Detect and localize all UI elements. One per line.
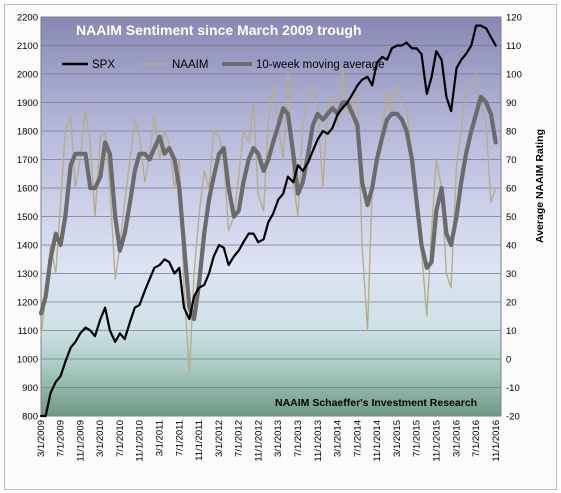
y-left-tick-label: 1400	[17, 241, 38, 252]
x-tick-label: 11/1/2013	[313, 420, 324, 462]
x-tick-label: 3/1/2012	[214, 420, 225, 457]
y-right-tick-label: 60	[506, 184, 517, 195]
y-right-tick-label: 40	[506, 241, 517, 252]
x-tick-label: 3/1/2014	[333, 420, 344, 457]
y-right-tick-label: 20	[506, 298, 517, 309]
y-left-tick-label: 1200	[17, 298, 38, 309]
x-tick-label: 7/1/2010	[115, 420, 126, 457]
x-tick-label: 7/1/2016	[471, 420, 482, 457]
y-right-tick-label: 110	[506, 41, 521, 52]
y-right-tick-label: 120	[506, 13, 522, 24]
y-right-tick-label: -20	[506, 412, 520, 423]
y-left-tick-label: 1800	[17, 127, 38, 138]
y-left-tick-label: 1100	[18, 326, 38, 337]
y-left-tick-label: 2200	[17, 13, 38, 24]
series-layer	[38, 24, 498, 418]
x-tick-label: 3/1/2011	[155, 420, 166, 456]
y-left-tick-label: 1500	[17, 212, 38, 223]
y-left-tick-label: 1300	[17, 269, 38, 280]
y-left-tick-label: 1700	[17, 155, 38, 166]
x-tick-label: 11/1/2011	[194, 420, 205, 461]
y-left-tick-label: 2000	[17, 70, 38, 81]
x-tick-label: 3/1/2009	[36, 420, 47, 457]
x-tick-label: 11/1/2015	[432, 420, 443, 462]
legend-label-ma: 10-week moving average	[256, 59, 385, 71]
source-credit: NAAIM Schaeffer's Investment Research	[275, 397, 477, 409]
legend-label-spx: SPX	[92, 59, 115, 71]
y-right-tick-label: -10	[506, 383, 520, 394]
series-spx	[39, 24, 497, 418]
x-tick-label: 3/1/2016	[451, 420, 462, 457]
y-left-tick-label: 1900	[17, 98, 38, 109]
y-right-tick-label: 30	[506, 269, 517, 280]
legend-label-naaim: NAAIM	[172, 59, 208, 71]
y-right-tick-label: 70	[506, 155, 517, 166]
y-right-tick-label: 80	[506, 127, 517, 138]
x-tick-label: 7/1/2015	[412, 420, 423, 457]
y-right-tick-label: 100	[506, 70, 522, 81]
legend: SPX NAAIM 10-week moving average	[62, 59, 385, 71]
y-left-tick-label: 800	[22, 412, 38, 423]
y-axis-left: 800 900 1000 1100 1200 1300 1400 1500 1600 1700 18…	[17, 13, 38, 423]
x-tick-label: 3/1/2013	[273, 420, 284, 457]
y-right-tick-label: 50	[506, 212, 517, 223]
x-tick-label: 3/1/2010	[95, 420, 106, 457]
x-tick-label: 7/1/2013	[293, 420, 304, 457]
x-tick-label: 7/1/2012	[234, 420, 245, 457]
y-left-tick-label: 2100	[17, 41, 38, 52]
y-left-tick-label: 1600	[17, 184, 38, 195]
y-right-tick-label: 0	[506, 355, 511, 366]
series-ma	[38, 94, 498, 322]
y-right-tick-label: 10	[506, 326, 517, 337]
x-tick-label: 7/1/2011	[174, 420, 185, 456]
x-tick-label: 11/1/2016	[491, 420, 502, 462]
y-left-tick-label: 900	[22, 383, 38, 394]
x-tick-label: 11/1/2009	[75, 420, 86, 462]
x-tick-label: 7/1/2009	[56, 420, 67, 457]
x-tick-label: 11/1/2010	[135, 420, 146, 462]
x-tick-label: 11/1/2014	[372, 420, 383, 462]
y-axis-right-label: Average NAAIM Rating	[534, 129, 546, 243]
x-tick-label: 11/1/2012	[253, 420, 264, 462]
y-right-tick-label: 90	[506, 98, 517, 109]
x-tick-label: 3/1/2015	[392, 420, 403, 457]
x-tick-label: 7/1/2014	[352, 420, 363, 457]
y-left-tick-label: 1000	[17, 355, 38, 366]
x-axis: 3/1/2009 7/1/2009 11/1/2009 3/1/2010 7/1/201…	[36, 420, 502, 462]
y-axis-right: -20 -10 0 10 20 30 40 50 60 70 80 90 100 110 120	[506, 13, 522, 423]
chart-title: NAAIM Sentiment since March 2009 trough	[76, 22, 362, 38]
